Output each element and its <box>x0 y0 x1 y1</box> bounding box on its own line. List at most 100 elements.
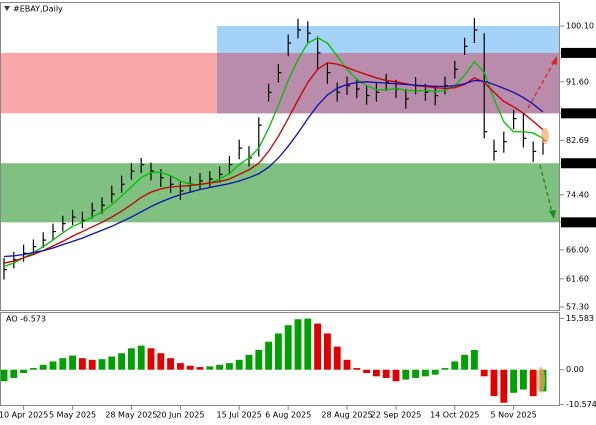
ao-bar <box>402 369 410 380</box>
x-tick-label: 22 Sep 2025 <box>371 411 422 420</box>
ao-bar <box>519 369 527 390</box>
x-tick-label: 14 Oct 2025 <box>430 411 479 420</box>
y-tick-label: 79.20 <box>566 159 589 168</box>
ao-bar <box>412 369 420 378</box>
ao-bar <box>490 369 498 397</box>
price-panel <box>0 2 560 311</box>
ao-bar <box>255 349 263 370</box>
ao-bar <box>265 341 273 370</box>
y-tick-label: 100.10 <box>566 21 594 30</box>
y-tick-label: 82.69 <box>566 136 589 145</box>
ao-bar <box>118 353 126 370</box>
ao-bar <box>39 364 47 370</box>
ao-bar <box>20 369 28 374</box>
y-tick-label: 74.40 <box>566 190 589 199</box>
moving-average <box>3 79 544 258</box>
ao-bar <box>127 348 135 370</box>
x-tick-label: 28 May 2025 <box>105 411 157 420</box>
x-tick-label: 5 May 2025 <box>49 411 96 420</box>
x-tick-label: 10 Apr 2025 <box>0 411 48 420</box>
y-tick-label: 86.80 <box>566 109 589 118</box>
ao-bar <box>382 369 390 378</box>
ao-bar <box>314 323 322 370</box>
ao-bar <box>529 369 537 397</box>
ao-bar <box>137 345 145 370</box>
ao-bar <box>196 367 204 370</box>
y-tick-label: 57.30 <box>566 303 589 312</box>
y-tick-label: 61.60 <box>566 274 589 283</box>
highlight-blob <box>541 128 549 144</box>
ao-bar <box>108 356 116 370</box>
ao-bar <box>392 369 400 382</box>
zone <box>0 163 560 223</box>
ao-bar <box>167 358 175 370</box>
ao-bar <box>78 358 86 370</box>
ao-bar <box>363 369 371 374</box>
ao-bar <box>10 369 18 378</box>
ao-bar <box>59 358 67 370</box>
ao-bar <box>98 359 106 370</box>
y-tick-label: 91.60 <box>566 77 589 86</box>
down-arrowhead <box>549 210 556 219</box>
ao-bar <box>225 363 233 370</box>
ao-bar <box>216 364 224 370</box>
level-label-bg <box>561 158 596 169</box>
ao-bar <box>69 355 77 370</box>
ao-bar <box>186 365 194 370</box>
ao-bar <box>274 333 282 370</box>
ao-title: AO -6.573 <box>6 315 46 324</box>
up-arrow <box>527 61 555 109</box>
x-tick-label: 20 Jun 2025 <box>156 411 204 420</box>
ao-bar <box>451 361 459 370</box>
ao-bar <box>245 354 253 370</box>
zone <box>217 25 560 53</box>
ao-bar <box>480 369 488 377</box>
level-label-bg <box>561 47 596 58</box>
ao-bar <box>470 349 478 370</box>
level-label-bg <box>561 108 596 119</box>
y-tick-label: 96.00 <box>566 48 589 57</box>
ao-bar <box>372 369 380 377</box>
ao-bar <box>500 369 508 403</box>
y-tick-label: 15.583 <box>566 314 594 323</box>
ao-bar <box>441 368 449 370</box>
marks <box>0 18 547 403</box>
ao-bar <box>157 353 165 370</box>
ao-bar <box>353 368 361 370</box>
y-tick-label: -10.574 <box>566 400 596 409</box>
x-tick-label: 28 Aug 2025 <box>321 411 372 420</box>
ao-panel <box>0 312 560 406</box>
ao-bar <box>333 346 341 370</box>
highlight-blob <box>537 367 545 393</box>
ao-bar <box>421 369 429 377</box>
up-arrowhead <box>551 56 557 65</box>
moving-average <box>3 37 544 267</box>
ao-bar <box>323 333 331 370</box>
ao-bar <box>88 359 96 370</box>
ao-bar <box>284 325 292 370</box>
x-tick-label: 5 Nov 2025 <box>491 411 537 420</box>
level-label-bg <box>561 217 596 228</box>
chart-title: #EBAY,Daily <box>13 5 63 14</box>
ao-bar <box>510 369 518 393</box>
ao-bar <box>206 366 214 370</box>
ao-bar <box>461 354 469 370</box>
ao-bar <box>294 319 302 370</box>
ao-bar <box>0 369 8 382</box>
moving-average <box>3 62 544 264</box>
y-tick-label: 70.20 <box>566 218 589 227</box>
ao-bar <box>343 359 351 370</box>
ao-bar <box>304 318 312 370</box>
ao-bar <box>49 361 57 370</box>
x-tick-label: 15 Jul 2025 <box>217 411 262 420</box>
y-tick-label: 0.00 <box>566 365 584 374</box>
ao-bar <box>176 363 184 370</box>
ao-bar <box>431 369 439 375</box>
symbol-icon <box>4 6 10 11</box>
x-tick-label: 6 Aug 2025 <box>265 411 311 420</box>
y-tick-label: 66.00 <box>566 245 589 254</box>
ao-bar <box>147 348 155 370</box>
ao-bar <box>29 368 37 370</box>
ao-bar <box>235 359 243 370</box>
